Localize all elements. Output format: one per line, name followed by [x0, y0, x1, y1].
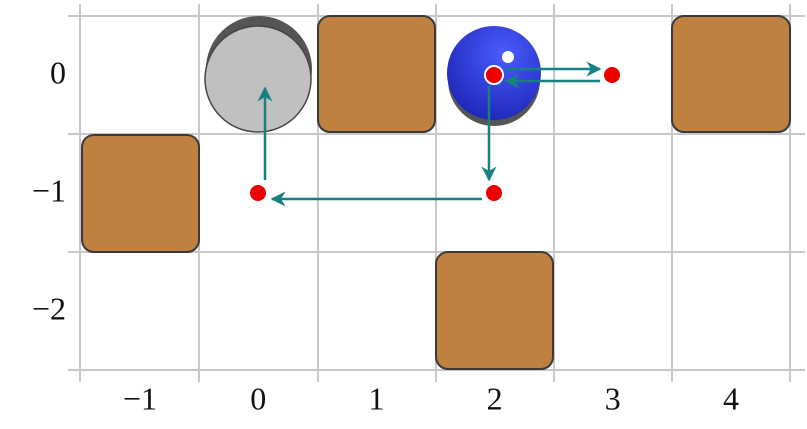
- tick-label: 0: [250, 380, 266, 416]
- tick-label: −1: [123, 380, 157, 416]
- tick-label: 1: [368, 380, 384, 416]
- goal-disc: [204, 16, 312, 133]
- waypoint: [484, 183, 504, 203]
- tick-label: 3: [605, 380, 621, 416]
- tick-label: 2: [487, 380, 503, 416]
- wall-block: [81, 134, 200, 253]
- y-axis: 0 −1 −2: [32, 54, 66, 326]
- waypoint: [484, 65, 504, 85]
- wall-block: [317, 15, 436, 133]
- wall-block: [671, 15, 791, 133]
- tick-label: 0: [50, 54, 66, 90]
- waypoint: [248, 183, 268, 203]
- x-axis: −1 0 1 2 3 4: [123, 380, 739, 416]
- tick-label: −1: [32, 172, 66, 208]
- tick-label: 4: [723, 380, 739, 416]
- waypoint: [602, 65, 622, 85]
- wall-block: [435, 251, 554, 370]
- tick-label: −2: [32, 290, 66, 326]
